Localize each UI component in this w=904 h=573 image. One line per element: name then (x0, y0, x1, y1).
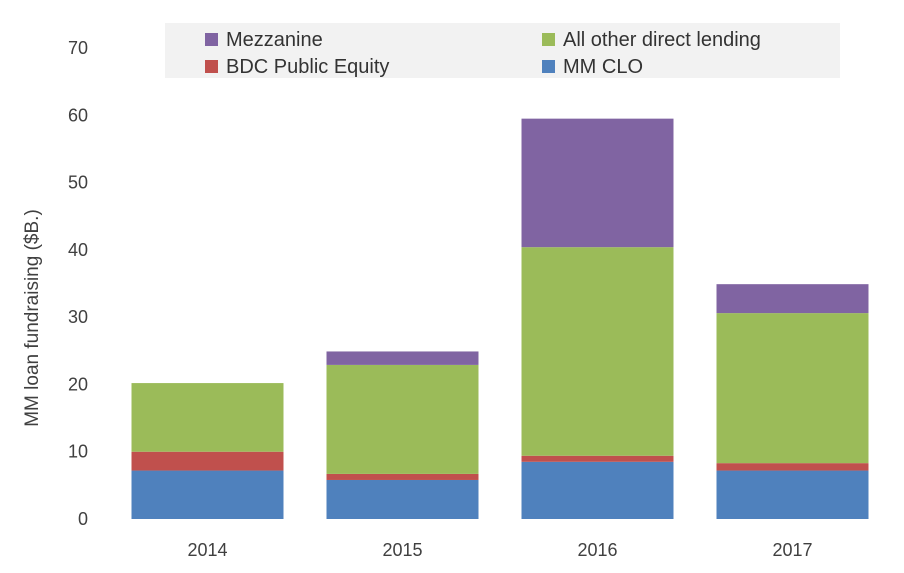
legend: Mezzanine All other direct lending BDC Pub… (205, 29, 761, 78)
y-tick-label: 40 (68, 240, 88, 260)
y-tick-label: 60 (68, 105, 88, 125)
y-tick-label: 50 (68, 173, 88, 193)
legend-label-bdc-public-equity: BDC Public Equity (226, 56, 389, 78)
x-tick-label: 2017 (772, 540, 812, 560)
bar-bdc-public-equity-2015 (326, 473, 479, 480)
legend-label-mezzanine: Mezzanine (226, 29, 323, 51)
y-tick-label: 30 (68, 307, 88, 327)
bar-mm-clo-2015 (326, 479, 479, 519)
x-tick-label: 2015 (382, 540, 422, 560)
legend-label-mm-clo: MM CLO (563, 56, 643, 78)
y-axis-label: MM loan fundraising ($B.) (22, 209, 43, 427)
bar-bdc-public-equity-2014 (131, 451, 284, 471)
bar-mezzanine-2016 (521, 118, 674, 248)
y-axis: 0 10 20 30 40 50 60 70 (68, 38, 88, 529)
bar-all-other-direct-lending-2015 (326, 364, 479, 474)
bar-bdc-public-equity-2017 (716, 463, 869, 471)
plot-area (131, 118, 869, 519)
y-tick-label: 10 (68, 442, 88, 462)
legend-swatch-mezzanine (205, 33, 218, 46)
legend-swatch-all-other-direct-lending (542, 33, 555, 46)
y-tick-label: 20 (68, 374, 88, 394)
legend-swatch-bdc-public-equity (205, 60, 218, 73)
bar-mezzanine-2015 (326, 351, 479, 365)
x-axis: 2014 2015 2016 2017 (187, 540, 812, 560)
bar-mm-clo-2017 (716, 470, 869, 519)
bar-mm-clo-2014 (131, 470, 284, 519)
bar-all-other-direct-lending-2016 (521, 247, 674, 456)
bar-mm-clo-2016 (521, 461, 674, 519)
bar-mezzanine-2017 (716, 284, 869, 314)
y-tick-label: 0 (78, 509, 88, 529)
x-tick-label: 2014 (187, 540, 227, 560)
legend-background (165, 23, 840, 78)
x-tick-label: 2016 (577, 540, 617, 560)
bar-bdc-public-equity-2016 (521, 455, 674, 462)
y-tick-label: 70 (68, 38, 88, 58)
bar-all-other-direct-lending-2014 (131, 383, 284, 452)
legend-swatch-mm-clo (542, 60, 555, 73)
legend-label-all-other-direct-lending: All other direct lending (563, 29, 761, 51)
bar-all-other-direct-lending-2017 (716, 313, 869, 464)
